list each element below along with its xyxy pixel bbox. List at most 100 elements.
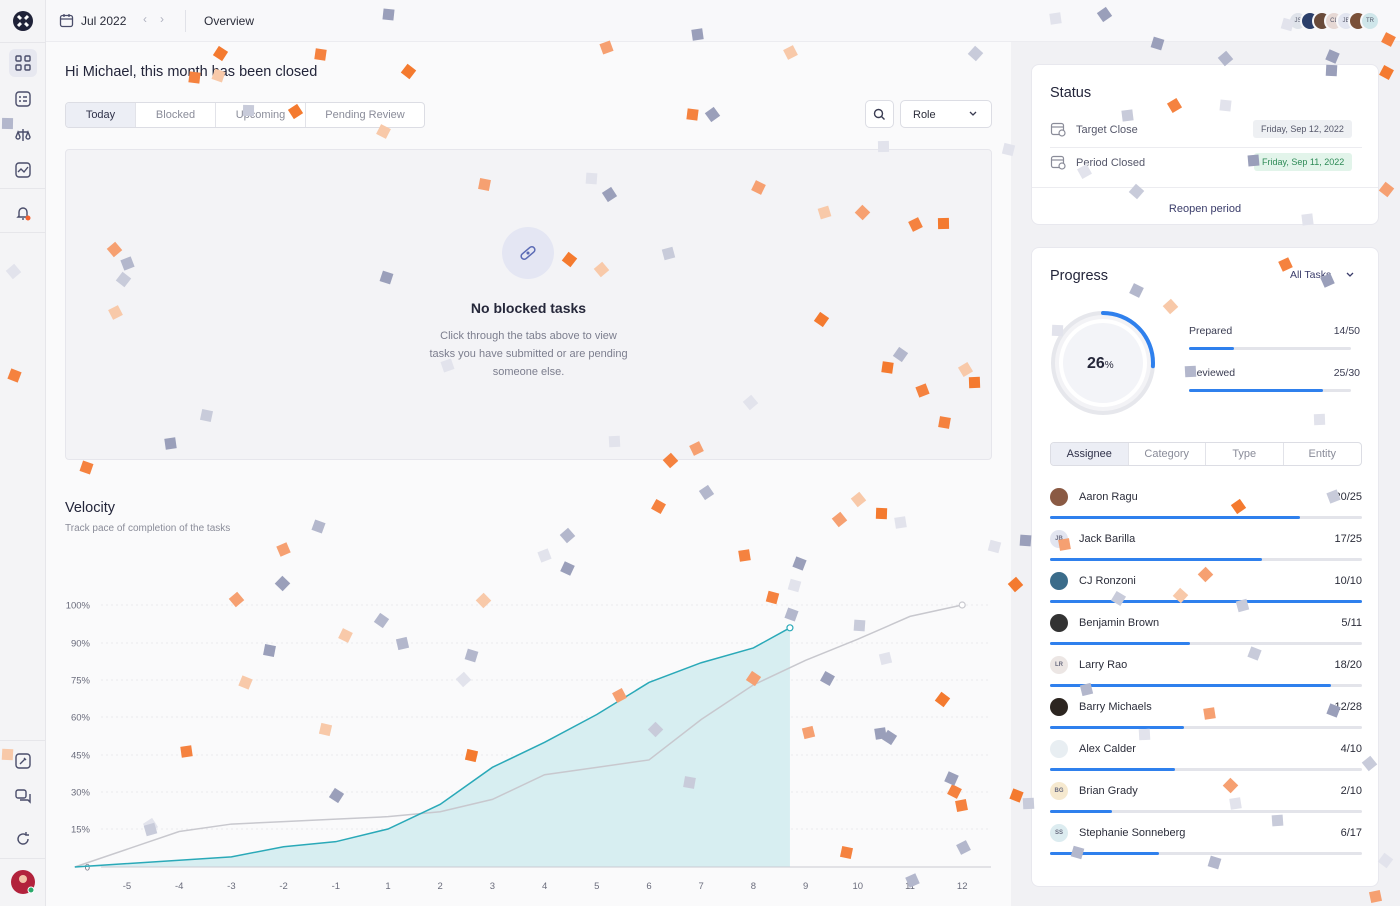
calendar-icon[interactable] — [59, 13, 74, 33]
assignee-value: 10/10 — [1334, 575, 1362, 587]
series-end-point — [786, 624, 794, 632]
assignee-row[interactable]: Alex Calder 4/10 — [1050, 740, 1362, 782]
assignee-name: Barry Michaels — [1079, 701, 1152, 713]
top-bar: Jul 2022 ‹ › Overview JS CL JB TR — [46, 0, 1400, 42]
assignee-progress-bar — [1050, 600, 1362, 603]
assignee-row[interactable]: LR Larry Rao 18/20 — [1050, 656, 1362, 698]
x-tick-label: 7 — [699, 881, 704, 892]
assignee-name: Alex Calder — [1079, 743, 1136, 755]
assignee-row[interactable]: Barry Michaels 12/28 — [1050, 698, 1362, 740]
avatar — [1050, 698, 1068, 716]
x-tick-label: -3 — [227, 881, 235, 892]
analytics-icon[interactable] — [9, 156, 37, 184]
empty-state-body-line: tasks you have submitted or are pending — [429, 348, 628, 360]
checklist-icon[interactable] — [9, 85, 37, 113]
dashboard-icon[interactable] — [9, 49, 37, 77]
assignee-progress-bar — [1050, 642, 1191, 645]
progress-percent: 26% — [1087, 355, 1114, 372]
scale-icon[interactable] — [9, 121, 37, 149]
calendar-check-icon — [1050, 155, 1066, 170]
x-tick-label: 11 — [905, 881, 915, 892]
x-tick-label: -4 — [175, 881, 183, 892]
user-avatar[interactable] — [9, 868, 37, 896]
assignee-progress-bar — [1050, 726, 1185, 729]
progress-donut — [1051, 311, 1155, 415]
status-row-label: Target Close — [1076, 124, 1138, 136]
y-tick-label: 90% — [71, 639, 91, 650]
right-panel: Status Target Close Friday, Sep 12, 2022… — [1011, 42, 1400, 906]
velocity-title: Velocity — [65, 500, 115, 516]
tab-today[interactable]: Today — [66, 103, 136, 127]
due-dates-line — [74, 604, 963, 868]
avatar: SS — [1050, 824, 1068, 842]
all-tasks-dropdown[interactable]: All Tasks — [1290, 269, 1332, 281]
calendar-target-icon — [1050, 122, 1066, 137]
x-tick-label: 5 — [594, 881, 599, 892]
tab-upcoming[interactable]: Upcoming — [216, 103, 306, 127]
assignee-value: 4/10 — [1340, 743, 1362, 755]
assignee-name: Brian Grady — [1079, 785, 1138, 797]
assignee-value: 5/11 — [1341, 617, 1362, 629]
avatar: BG — [1050, 782, 1068, 800]
role-select[interactable]: Role — [900, 100, 992, 128]
bandage-icon — [502, 227, 554, 279]
tab-pending-review[interactable]: Pending Review — [325, 109, 405, 121]
metric-value: 14/50 — [1333, 325, 1360, 337]
search-icon — [873, 108, 885, 120]
assignee-progress-bar — [1050, 558, 1263, 561]
tab-category[interactable]: Category — [1129, 443, 1206, 465]
y-tick-label: 30% — [71, 788, 91, 799]
next-month-chevron-icon[interactable]: › — [160, 12, 164, 26]
assignee-progress-bar — [1050, 852, 1160, 855]
chat-icon[interactable] — [9, 782, 37, 810]
assignee-name: Aaron Ragu — [1079, 491, 1138, 503]
assignee-name: Larry Rao — [1079, 659, 1128, 671]
chevron-down-icon — [1346, 272, 1354, 277]
logo-icon[interactable] — [9, 7, 37, 35]
prev-month-chevron-icon[interactable]: ‹ — [143, 12, 147, 26]
avatar — [1050, 740, 1068, 758]
empty-state-body-line: Click through the tabs above to view — [440, 330, 617, 342]
y-tick-label: 15% — [71, 825, 91, 836]
y-tick-label: 60% — [71, 713, 91, 724]
assignee-progress-bar — [1050, 810, 1113, 813]
target-close-date-badge: Friday, Sep 12, 2022 — [1253, 120, 1352, 138]
assignee-row[interactable]: CJ Ronzoni 10/10 — [1050, 572, 1362, 614]
assignee-name: Benjamin Brown — [1079, 617, 1160, 629]
avatar — [1050, 488, 1068, 506]
progress-arc — [1051, 311, 1155, 415]
refresh-icon[interactable] — [9, 825, 37, 853]
assignee-value: 20/25 — [1334, 491, 1362, 503]
avatar: JB — [1050, 530, 1068, 548]
search-button[interactable] — [865, 100, 894, 128]
assignee-row[interactable]: JB Jack Barilla 17/25 — [1050, 530, 1362, 572]
notification-bell-icon[interactable] — [9, 199, 37, 227]
month-label[interactable]: Jul 2022 — [81, 14, 127, 28]
team-avatar[interactable]: TR — [1360, 11, 1380, 31]
series-end-point — [958, 601, 966, 609]
task-tabs: Today Blocked Upcoming Pending Review — [65, 102, 425, 128]
x-tick-label: 8 — [751, 881, 756, 892]
progress-tabs: Assignee Category Type Entity — [1050, 442, 1362, 466]
tab-entity[interactable]: Entity — [1308, 448, 1336, 460]
empty-state-body-line: someone else. — [492, 366, 565, 378]
assignee-row[interactable]: Benjamin Brown 5/11 — [1050, 614, 1362, 656]
tasks-panel: No blocked tasks Click through the tabs … — [65, 149, 992, 460]
tab-blocked[interactable]: Blocked — [136, 103, 216, 127]
assignee-row[interactable]: SS Stephanie Sonneberg 6/17 — [1050, 824, 1362, 866]
reopen-period-button[interactable]: Reopen period — [1168, 203, 1242, 215]
tab-assignee[interactable]: Assignee — [1051, 443, 1129, 465]
tab-type[interactable]: Type — [1206, 443, 1284, 465]
assignee-row[interactable]: Aaron Ragu 20/25 — [1050, 488, 1362, 530]
greeting-heading: Hi Michael, this month has been closed — [65, 64, 318, 80]
assignee-row[interactable]: BG Brian Grady 2/10 — [1050, 782, 1362, 824]
assignee-value: 2/10 — [1340, 785, 1362, 797]
role-select-value: Role — [913, 109, 936, 121]
avatar — [1050, 614, 1068, 632]
status-title: Status — [1050, 85, 1092, 101]
x-tick-label: 6 — [646, 881, 651, 892]
metric-progress-bar — [1189, 347, 1235, 350]
velocity-chart: 100%90%75%60%45%30%15%0-5 -4 -3 -2 -1 1 2 3 4 5 6 7… — [66, 601, 991, 892]
tools-icon[interactable] — [9, 747, 37, 775]
x-tick-label: -1 — [332, 881, 340, 892]
